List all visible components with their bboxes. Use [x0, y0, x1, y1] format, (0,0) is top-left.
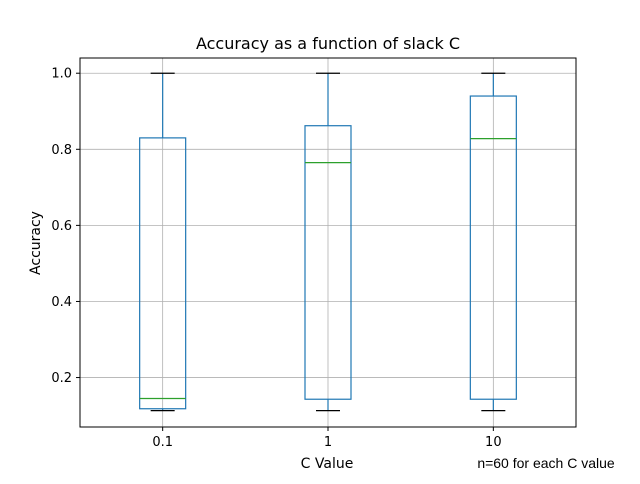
y-tick-label: 0.6: [51, 219, 72, 234]
y-tick-label: 1.0: [51, 67, 72, 82]
box-1: [304, 72, 352, 412]
x-tick-label: 10: [485, 435, 502, 450]
y-tick-label: 0.8: [51, 143, 72, 158]
iqr-box: [469, 95, 517, 400]
y-tick-label: 0.4: [51, 295, 72, 310]
chart-title: Accuracy as a function of slack C: [196, 34, 460, 53]
x-tick-label: 1: [324, 435, 332, 450]
axis-ticks: 0.2 0.4 0.6 0.8 1.0 0.1 1 10: [51, 67, 501, 450]
x-tick-label: 0.1: [152, 435, 173, 450]
sample-size-note: n=60 for each C value: [477, 455, 615, 471]
iqr-box: [139, 137, 187, 410]
box-10: [469, 72, 517, 412]
box-0.1: [139, 72, 187, 412]
y-tick-label: 0.2: [51, 371, 72, 386]
x-axis-label: C Value: [301, 456, 354, 472]
box-series: [139, 72, 517, 412]
y-axis-label: Accuracy: [28, 211, 44, 275]
iqr-box: [304, 125, 352, 400]
